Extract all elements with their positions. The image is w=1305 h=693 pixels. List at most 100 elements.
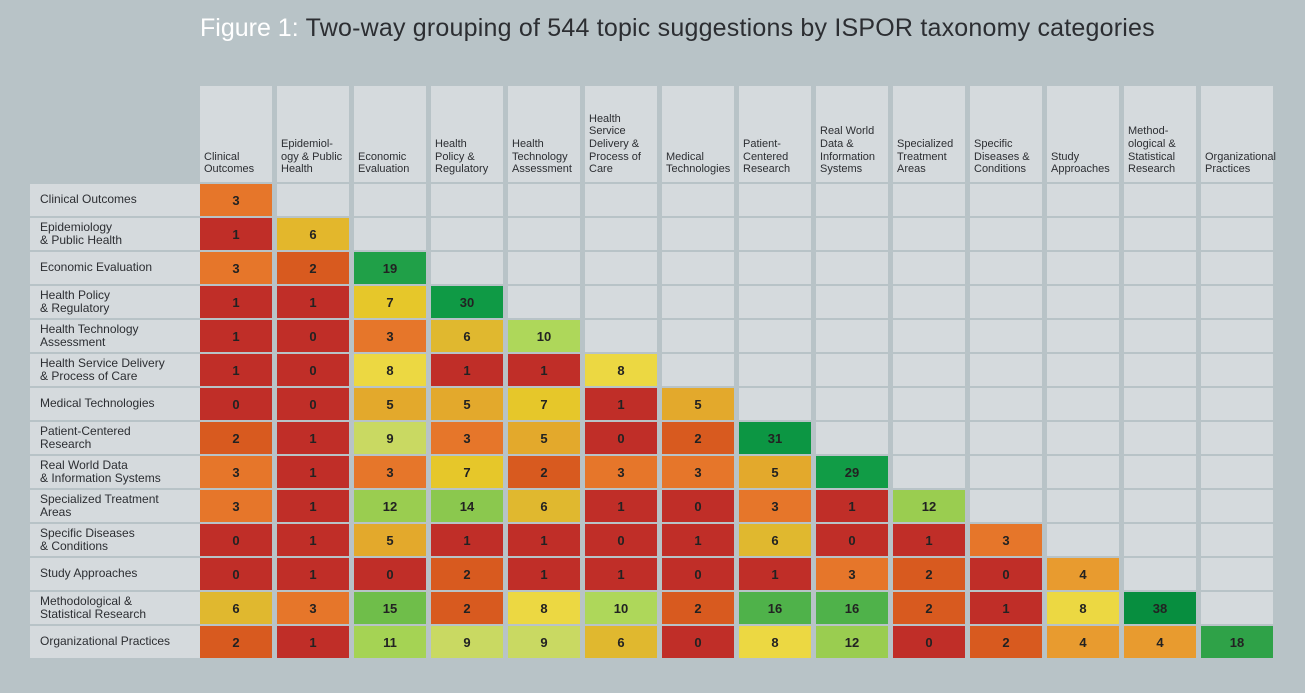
empty-cell <box>1124 524 1196 556</box>
row-label: Specialized TreatmentAreas <box>30 490 202 522</box>
heatmap-cell: 6 <box>431 320 503 352</box>
heatmap-cell: 12 <box>816 626 888 658</box>
heatmap-cell: 3 <box>970 524 1042 556</box>
empty-cell <box>739 184 811 216</box>
empty-cell <box>816 218 888 250</box>
empty-cell <box>431 184 503 216</box>
empty-cell <box>970 490 1042 522</box>
empty-cell <box>1047 388 1119 420</box>
empty-cell <box>970 184 1042 216</box>
empty-cell <box>1124 218 1196 250</box>
empty-cell <box>893 422 965 454</box>
row-label: Methodological &Statistical Research <box>30 592 202 624</box>
heatmap-cell: 2 <box>200 422 272 454</box>
heatmap-row: Health TechnologyAssessment103610 <box>30 320 1278 352</box>
heatmap-cell: 7 <box>354 286 426 318</box>
heatmap-cell: 10 <box>585 592 657 624</box>
heatmap-cell: 0 <box>970 558 1042 590</box>
empty-cell <box>1201 252 1273 284</box>
empty-cell <box>431 252 503 284</box>
empty-cell <box>354 184 426 216</box>
heatmap-cell: 1 <box>585 490 657 522</box>
heatmap-cell: 5 <box>354 524 426 556</box>
heatmap-cell: 1 <box>200 354 272 386</box>
heatmap-grid: Clinical Outcomes Epidemiol-ogy & Public … <box>30 86 1278 660</box>
heatmap-cell: 1 <box>277 524 349 556</box>
row-label: Health Policy& Regulatory <box>30 286 202 318</box>
heatmap-row: Epidemiology& Public Health16 <box>30 218 1278 250</box>
heatmap-cell: 5 <box>508 422 580 454</box>
heatmap-cell: 0 <box>893 626 965 658</box>
empty-cell <box>1047 490 1119 522</box>
empty-cell <box>970 218 1042 250</box>
column-header: Epidemiol-ogy & Public Health <box>277 86 349 182</box>
empty-cell <box>970 252 1042 284</box>
empty-cell <box>1201 558 1273 590</box>
empty-cell <box>662 252 734 284</box>
empty-cell <box>1201 422 1273 454</box>
empty-cell <box>1047 286 1119 318</box>
empty-cell <box>585 218 657 250</box>
heatmap-cell: 18 <box>1201 626 1273 658</box>
heatmap-cell: 16 <box>816 592 888 624</box>
empty-cell <box>816 320 888 352</box>
empty-cell <box>816 388 888 420</box>
heatmap-row: Health Policy& Regulatory11730 <box>30 286 1278 318</box>
empty-cell <box>739 218 811 250</box>
empty-cell <box>662 354 734 386</box>
heatmap-cell: 11 <box>354 626 426 658</box>
empty-cell <box>508 252 580 284</box>
heatmap-cell: 0 <box>662 626 734 658</box>
empty-cell <box>1047 184 1119 216</box>
figure-prefix: Figure 1: <box>200 14 299 42</box>
row-label: Clinical Outcomes <box>30 184 202 216</box>
empty-cell <box>508 184 580 216</box>
heatmap-cell: 1 <box>816 490 888 522</box>
column-header: Study Approaches <box>1047 86 1119 182</box>
column-header: Health Service Delivery & Process of Car… <box>585 86 657 182</box>
empty-cell <box>585 286 657 318</box>
heatmap-cell: 5 <box>431 388 503 420</box>
empty-cell <box>739 286 811 318</box>
column-header: Specialized Treatment Areas <box>893 86 965 182</box>
empty-cell <box>508 218 580 250</box>
empty-cell <box>662 320 734 352</box>
column-header: Patient-Centered Research <box>739 86 811 182</box>
heatmap-cell: 0 <box>277 320 349 352</box>
heatmap-row: Study Approaches010211013204 <box>30 558 1278 590</box>
empty-cell <box>1047 456 1119 488</box>
empty-cell <box>739 320 811 352</box>
heatmap-cell: 7 <box>508 388 580 420</box>
row-label: Epidemiology& Public Health <box>30 218 202 250</box>
heatmap-cell: 15 <box>354 592 426 624</box>
empty-cell <box>1124 286 1196 318</box>
heatmap-cell: 1 <box>200 320 272 352</box>
heatmap-cell: 19 <box>354 252 426 284</box>
empty-cell <box>1124 490 1196 522</box>
empty-cell <box>1201 388 1273 420</box>
heatmap-cell: 0 <box>662 490 734 522</box>
column-header: Health Technology Assessment <box>508 86 580 182</box>
heatmap-cell: 1 <box>585 388 657 420</box>
heatmap-cell: 7 <box>431 456 503 488</box>
empty-cell <box>1047 320 1119 352</box>
heatmap-cell: 1 <box>970 592 1042 624</box>
heatmap-cell: 1 <box>662 524 734 556</box>
empty-cell <box>1124 184 1196 216</box>
heatmap-cell: 3 <box>200 490 272 522</box>
heatmap-cell: 6 <box>585 626 657 658</box>
heatmap-cell: 1 <box>585 558 657 590</box>
heatmap-cell: 3 <box>354 456 426 488</box>
row-label: Organizational Practices <box>30 626 202 658</box>
heatmap-cell: 9 <box>354 422 426 454</box>
heatmap-row: Specific Diseases& Conditions01511016013 <box>30 524 1278 556</box>
heatmap-cell: 3 <box>585 456 657 488</box>
heatmap-cell: 3 <box>200 184 272 216</box>
figure-title: Figure 1: Two-way grouping of 544 topic … <box>200 14 1155 43</box>
heatmap-cell: 3 <box>662 456 734 488</box>
heatmap-cell: 8 <box>585 354 657 386</box>
heatmap-cell: 12 <box>354 490 426 522</box>
heatmap-cell: 10 <box>508 320 580 352</box>
heatmap-cell: 3 <box>816 558 888 590</box>
heatmap-cell: 3 <box>277 592 349 624</box>
